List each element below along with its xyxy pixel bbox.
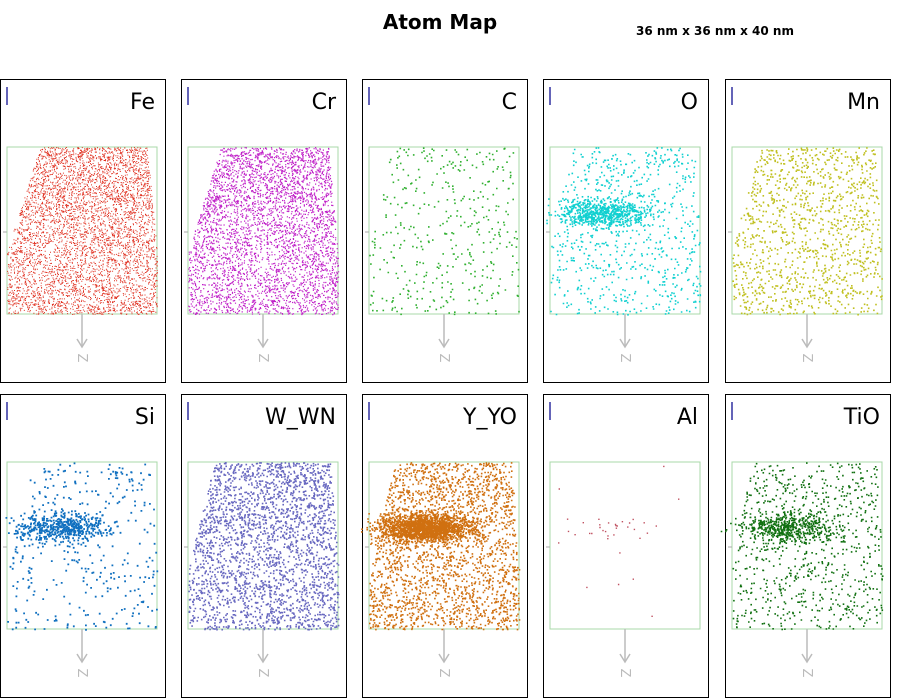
atom-dots xyxy=(720,462,884,631)
title: Atom Map xyxy=(383,10,497,34)
atom-dots xyxy=(732,147,883,316)
z-arrow-head xyxy=(257,338,269,349)
panel-label: O xyxy=(681,90,698,115)
z-label: Z xyxy=(436,354,451,363)
z-arrow-head xyxy=(801,338,813,349)
atom-dots xyxy=(546,147,702,316)
z-label: Z xyxy=(799,354,814,363)
z-arrow-head xyxy=(438,653,450,664)
atom-dots xyxy=(369,147,520,316)
panel xyxy=(362,79,528,383)
panel-label: Mn xyxy=(847,90,880,115)
z-arrow-head xyxy=(438,338,450,349)
dimensions: 36 nm x 36 nm x 40 nm xyxy=(636,24,794,38)
z-arrow-head xyxy=(619,653,631,664)
panel xyxy=(0,394,166,698)
panel xyxy=(725,394,891,698)
z-label: Z xyxy=(617,669,632,678)
z-label: Z xyxy=(74,354,89,363)
panel-label: Al xyxy=(677,405,698,430)
z-arrow-head xyxy=(76,653,88,664)
z-label: Z xyxy=(255,354,270,363)
z-label: Z xyxy=(799,669,814,678)
panel xyxy=(543,394,709,698)
panel xyxy=(725,79,891,383)
z-label: Z xyxy=(255,669,270,678)
panel-label: Cr xyxy=(312,90,337,115)
atom-dots xyxy=(188,462,340,631)
atom-dots xyxy=(7,147,158,315)
z-arrow-head xyxy=(619,338,631,349)
atom-dots xyxy=(361,462,521,631)
panel-label: Fe xyxy=(130,90,155,115)
panel-label: Si xyxy=(135,405,155,430)
z-label: Z xyxy=(74,669,89,678)
panel xyxy=(0,79,166,383)
atom-dots xyxy=(5,462,159,631)
panel-label: Y_YO xyxy=(462,405,517,430)
z-label: Z xyxy=(436,669,451,678)
z-arrow-head xyxy=(76,338,88,349)
panel-label: W_WN xyxy=(265,405,336,430)
z-arrow-head xyxy=(257,653,269,664)
panel-label: TiO xyxy=(843,405,880,430)
panel-label: C xyxy=(502,90,517,115)
z-arrow-head xyxy=(801,653,813,664)
z-label: Z xyxy=(617,354,632,363)
panel xyxy=(543,79,709,383)
